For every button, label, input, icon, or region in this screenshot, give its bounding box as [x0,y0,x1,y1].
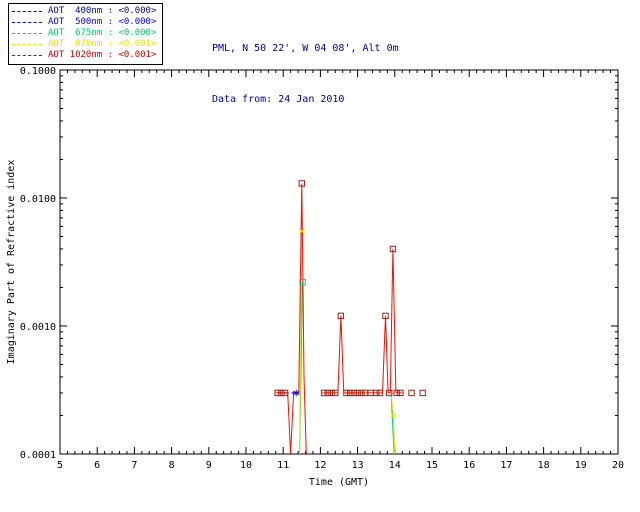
data-marker-square [346,389,354,397]
data-marker-square [373,389,380,397]
x-tick-label: 12 [314,460,326,471]
legend-entry: AOT 675nm : <0.000> [12,28,156,39]
data-marker-square [337,312,345,320]
legend-entry: AOT 1020nm : <0.001> [12,50,156,61]
x-tick-label: 8 [169,460,175,471]
data-marker-square [408,389,415,397]
y-tick-label: 0.0001 [20,450,56,461]
legend-box: AOT 400nm : <0.000> AOT 500nm : <0.000> AO… [8,3,164,65]
plot-header: PML, N 50 22', W 04 08', Alt 0m Data fro… [212,6,399,142]
data-marker-square [298,180,306,187]
series-line-aot-870nm [299,231,303,455]
x-tick-label: 10 [240,460,252,471]
y-tick-label: 0.0010 [20,322,56,333]
y-axis-label: Imaginary Part of Refractive index [6,160,17,365]
data-marker-x [390,412,397,419]
data-marker-square [419,389,426,397]
legend-entry-label: AOT 675nm : <0.000> [48,28,157,38]
data-marker-square [324,389,332,397]
data-marker-square [350,389,358,397]
legend-entry-label: AOT 400nm : <0.000> [48,6,157,16]
data-marker-square [397,389,404,397]
data-marker-square [376,389,384,397]
legend-entry: AOT 870nm : <0.001> [12,39,156,50]
x-tick-label: 18 [538,460,550,471]
x-tick-label: 5 [57,460,63,471]
x-tick-label: 15 [426,460,438,471]
x-tick-label: 14 [389,460,401,471]
data-marker-square [393,389,400,397]
x-tick-label: 11 [277,460,289,471]
data-marker-square [386,389,393,397]
data-marker-square [358,389,365,397]
y-tick-label: 0.0100 [20,194,56,205]
header-date: Data from: 24 Jan 2010 [212,94,345,105]
x-tick-label: 19 [575,460,587,471]
legend-entry-label: AOT 1020nm : <0.001> [48,50,157,60]
legend-entry: AOT 400nm : <0.000> [12,6,156,17]
legend-line-sample [12,55,42,56]
header-location: PML, N 50 22', W 04 08', Alt 0m [212,43,399,54]
x-tick-label: 20 [612,460,624,471]
x-tick-label: 6 [94,460,100,471]
y-tick-label: 0.1000 [20,66,56,77]
x-tick-label: 16 [463,460,475,471]
legend-line-sample [12,44,42,45]
legend-line-sample [12,11,42,12]
legend-line-sample [12,33,42,34]
x-tick-label: 13 [352,460,364,471]
data-marker-square [354,389,361,397]
data-marker-square [328,389,335,397]
data-marker-square [278,389,285,397]
data-marker-square [320,389,328,397]
x-tick-label: 7 [131,460,137,471]
legend-entry-label: AOT 500nm : <0.000> [48,17,157,27]
x-tick-label: 17 [500,460,512,471]
x-tick-label: 9 [206,460,212,471]
data-marker-square [389,245,397,253]
data-marker-square [274,389,281,397]
legend-line-sample [12,22,42,23]
data-marker-square [343,389,350,397]
data-marker-square [382,312,389,320]
data-marker-square [281,389,289,397]
data-marker-asterisk [292,390,300,396]
data-marker-square [332,389,339,397]
legend-entry-label: AOT 870nm : <0.001> [48,39,157,49]
series-line-aot-1020nm [322,248,403,394]
plot-border [59,69,619,455]
data-marker-square [299,278,306,286]
data-marker-x [298,228,305,235]
x-axis-label: Time (GMT) [309,477,369,488]
legend-entry: AOT 500nm : <0.000> [12,17,156,28]
